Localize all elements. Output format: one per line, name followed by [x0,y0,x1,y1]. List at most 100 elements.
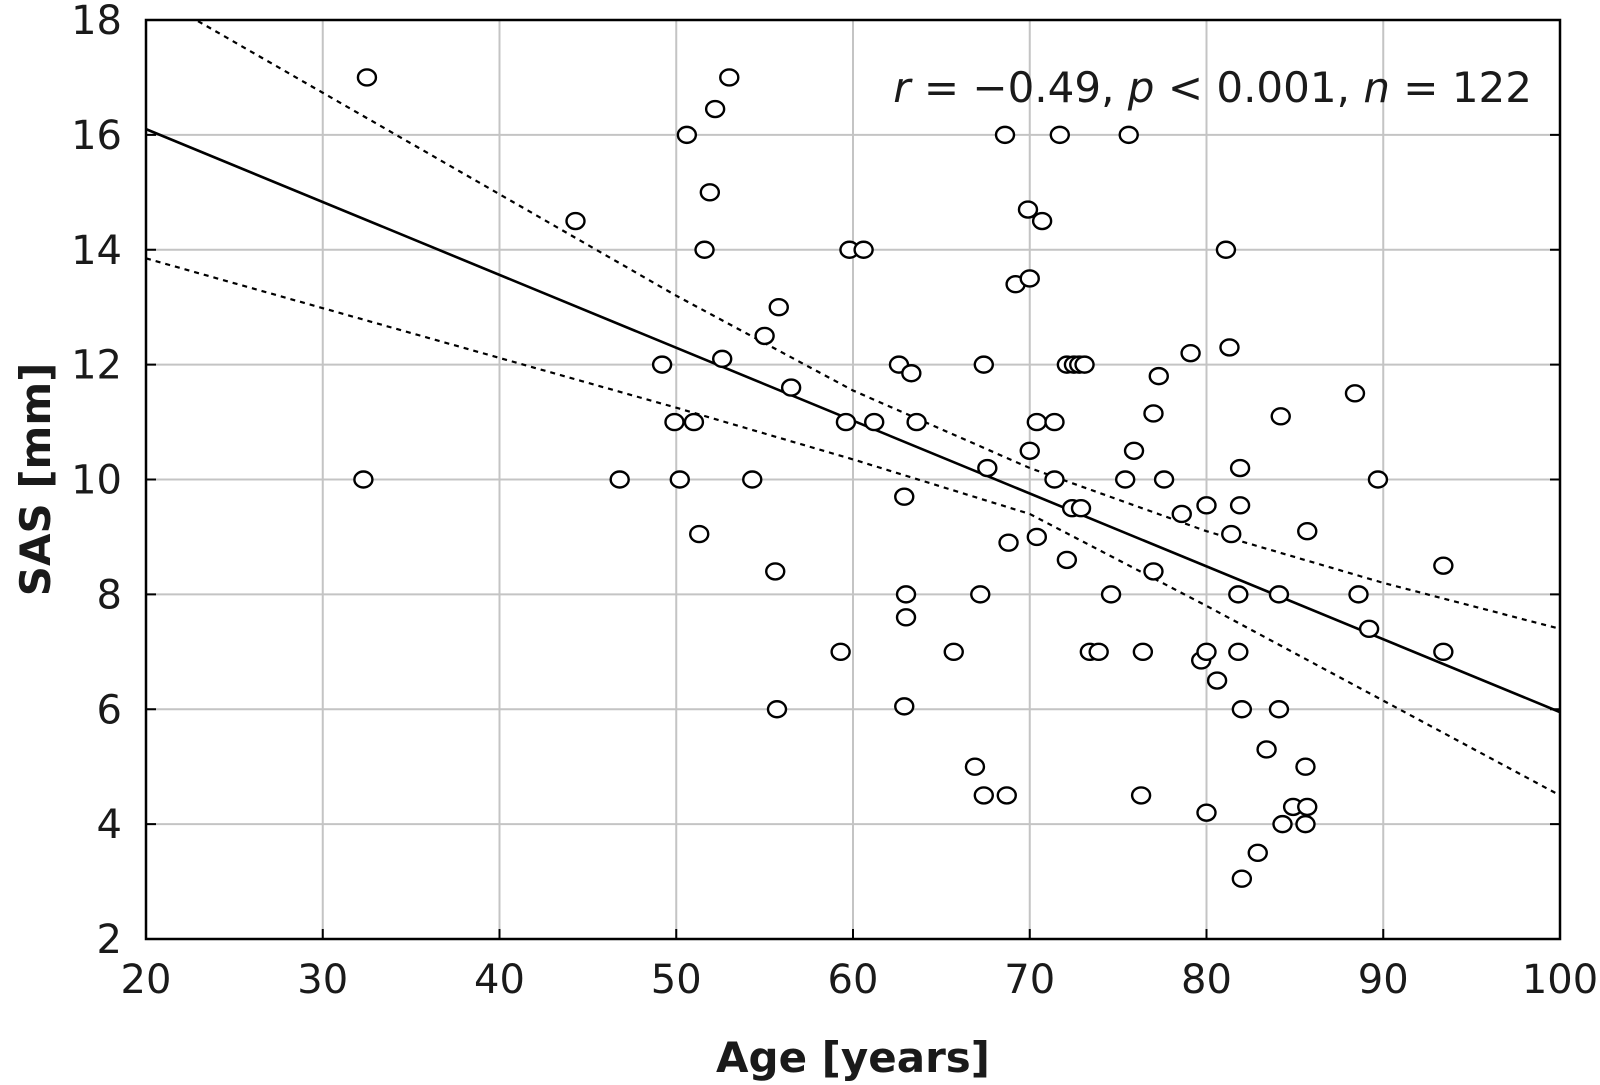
data-point [973,355,994,374]
data-point [689,524,710,544]
data-point [1143,562,1164,581]
data-point [1367,470,1389,489]
data-point [1215,240,1237,259]
data-point [1272,814,1293,834]
data-point [609,470,630,489]
y-axis-label: SAS [mm] [11,363,60,597]
data-point [651,355,673,374]
y-tick-labels: 2 4 6 8 10 12 14 16 18 [71,0,122,963]
r-symbol: r [893,63,913,112]
data-point [1297,797,1318,817]
data-point [1074,355,1095,374]
data-point [1118,125,1139,145]
upper-confidence-line [193,20,1560,630]
data-point [1148,366,1169,386]
data-point [780,378,802,397]
n-value: = 122 [1390,63,1532,112]
data-point [1100,585,1122,604]
confidence-band [146,20,1560,797]
data-point [1297,521,1318,541]
data-point [994,125,1016,145]
data-point [1231,869,1253,888]
r-value: = −0.49, [910,63,1127,112]
data-point [943,642,964,662]
data-point [901,364,922,383]
x-tick-label: 30 [297,957,348,1003]
data-point [894,697,915,716]
data-point [754,326,775,346]
data-point [1206,671,1228,690]
x-tick-label: 100 [1522,957,1598,1003]
data-point [894,487,915,506]
data-point [1196,803,1217,822]
x-tick-label: 90 [1358,957,1409,1003]
x-axis-label: Age [years] [716,1033,990,1082]
data-point [1256,740,1277,759]
data-point [1114,470,1136,489]
data-point [1268,700,1290,719]
data-point [1433,556,1454,575]
y-tick-label: 2 [97,917,122,963]
data-point [996,786,1017,805]
y-tick-label: 18 [71,0,122,44]
data-point [1049,125,1070,145]
x-tick-label: 50 [651,957,702,1003]
data-point [1026,527,1048,547]
y-tick-label: 14 [71,228,122,274]
data-point [699,183,721,202]
y-tick-label: 16 [71,113,122,159]
data-point [864,412,885,432]
n-symbol: n [1363,63,1390,112]
p-symbol: p [1127,63,1155,112]
lower-confidence-line [146,257,1560,797]
p-value: < 0.001, [1154,63,1363,112]
data-point [1270,407,1291,426]
data-point [1019,441,1040,460]
data-point [1228,585,1249,604]
y-tick-label: 12 [71,343,122,389]
data-point [1044,470,1065,489]
data-point [1031,211,1053,231]
data-point [1219,338,1240,357]
data-point [1044,412,1065,432]
data-point [1231,700,1253,719]
data-point [664,412,685,432]
x-tick-label: 70 [1004,957,1055,1003]
data-point [970,585,991,604]
data-point [1229,496,1251,515]
data-point [1180,343,1201,363]
data-point [977,458,998,478]
data-point [719,68,740,87]
data-point [704,99,726,119]
data-point [1221,524,1242,544]
data-point [1196,496,1217,515]
data-point [830,642,851,662]
data-point [895,608,917,627]
data-point [1229,458,1251,478]
data-point [835,412,857,432]
data-point [1358,619,1380,639]
data-point [353,470,374,489]
data-point [1123,441,1145,460]
data-point [1344,384,1366,403]
data-point [356,68,378,87]
data-point [1295,814,1316,834]
data-point [1088,642,1109,662]
y-tick-label: 10 [71,458,122,504]
data-point [766,700,788,719]
data-point [1070,499,1092,518]
data-points [353,68,1454,888]
data-point [1019,269,1040,288]
data-point [998,533,1019,552]
data-point [565,211,586,231]
data-point [964,757,986,776]
data-point [742,470,763,489]
data-point [1130,786,1152,805]
data-point [1153,470,1175,489]
data-point [895,585,917,604]
data-point [768,297,789,317]
data-point [906,412,927,432]
data-point [1228,642,1249,662]
data-point [1348,585,1369,604]
